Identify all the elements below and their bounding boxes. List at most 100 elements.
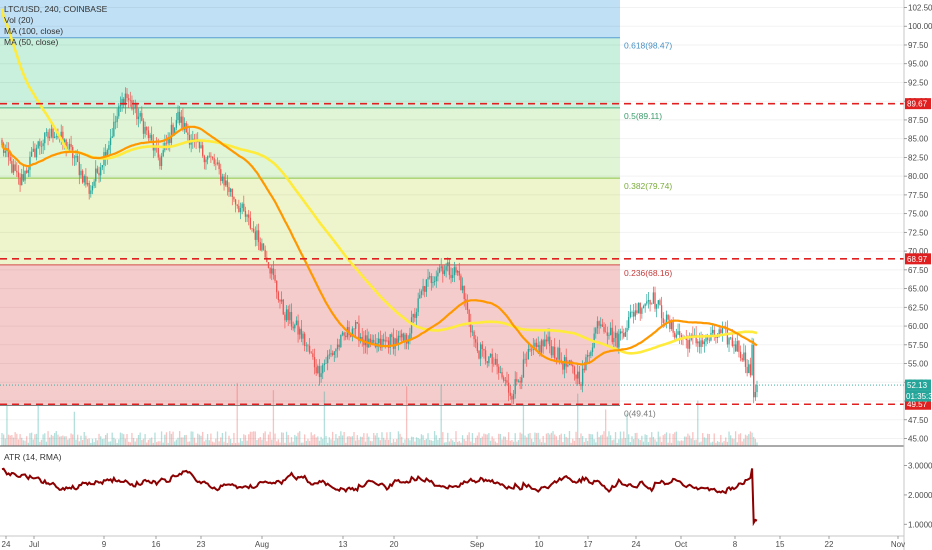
candle-189	[312, 349, 314, 360]
candle-85	[141, 106, 143, 122]
volume-bar-78	[129, 442, 131, 446]
candle-182	[300, 319, 303, 343]
candle-body-169	[279, 300, 281, 302]
candle-body-322	[530, 349, 533, 351]
volume-bar-34	[57, 434, 59, 446]
candle-body-113	[187, 132, 189, 135]
candle-14	[24, 170, 26, 184]
candle-body-381	[628, 317, 630, 329]
candle-204	[336, 338, 339, 358]
candle-body-207	[341, 332, 344, 335]
candle-451	[743, 343, 745, 362]
fib-zone-4	[0, 264, 620, 406]
candle-98	[162, 142, 164, 158]
price-tick-10: 77.50	[908, 191, 929, 200]
volume-bar-245	[404, 439, 406, 446]
volume-bar-253	[417, 438, 419, 446]
candle-294	[484, 346, 487, 365]
candle-163	[269, 267, 271, 279]
candle-54	[90, 185, 92, 198]
volume-bar-218	[359, 436, 362, 446]
volume-bar-172	[284, 442, 286, 446]
volume-bar-446	[734, 431, 737, 446]
candle-body-56	[93, 181, 95, 186]
candle-body-364	[600, 324, 602, 326]
volume-bar-238	[392, 439, 395, 446]
volume-bar-269	[443, 442, 446, 446]
candle-body-356	[586, 355, 589, 358]
candle-body-302	[498, 366, 500, 373]
candle-317	[522, 351, 525, 378]
volume-bar-349	[575, 431, 577, 446]
candle-body-171	[282, 299, 284, 315]
legend-ma50: MA (50, close)	[4, 37, 58, 47]
candle-314	[517, 379, 520, 383]
red-line-tag-text-0: 89.67	[907, 100, 928, 109]
candle-177	[292, 321, 294, 331]
volume-bar-230	[379, 440, 381, 446]
candle-body-406	[669, 319, 671, 330]
candle-141	[233, 196, 235, 202]
candle-208	[343, 331, 345, 341]
candle-239	[394, 337, 396, 357]
candle-body-106	[175, 120, 178, 128]
candle-307	[506, 371, 508, 386]
price-tags: 89.67 68.97 49.57 52.13 01:35:35	[0, 98, 932, 410]
candle-399	[657, 299, 659, 309]
candle-body-349	[575, 374, 577, 379]
candle-body-451	[743, 352, 745, 361]
volume-bar-103	[170, 433, 173, 446]
volume-bar-358	[590, 434, 592, 446]
candle-body-197	[325, 363, 327, 364]
volume-bar-222	[366, 433, 368, 446]
volume-bar-194	[320, 436, 322, 446]
volume-bar-296	[488, 433, 490, 446]
candle-body-136	[225, 180, 227, 186]
candle-body-244	[402, 333, 405, 341]
candle-body-20	[34, 148, 36, 158]
candle-body-237	[391, 334, 393, 338]
volume-bar-338	[557, 439, 559, 446]
candle-115	[190, 134, 192, 153]
candle-78	[129, 91, 131, 107]
candle-body-152	[251, 228, 253, 230]
volume-bar-382	[629, 442, 632, 446]
candle-body-80	[132, 108, 135, 110]
candle-224	[369, 334, 372, 348]
price-tick-7: 85.00	[908, 135, 929, 144]
volume-bar-423	[697, 400, 699, 446]
candle-body-304	[501, 372, 503, 378]
candle-232	[382, 333, 385, 347]
volume-bar-436	[718, 441, 720, 446]
candle-250	[412, 313, 414, 323]
volume-bar-419	[690, 438, 692, 446]
candle-body-4	[7, 148, 10, 158]
candle-body-64	[106, 149, 108, 159]
volume-bar-40	[67, 439, 69, 446]
volume-bar-87	[144, 434, 146, 446]
volume-bar-64	[106, 433, 108, 446]
volume-bar-179	[295, 436, 298, 446]
candle-body-391	[644, 303, 646, 307]
volume-bar-122	[202, 431, 204, 446]
candle-191	[315, 359, 317, 376]
volume-bar-190	[313, 434, 316, 446]
candle-455	[749, 357, 752, 378]
candle-body-348	[573, 366, 576, 375]
volume-bar-334	[550, 432, 553, 446]
volume-bar-260	[429, 439, 431, 446]
candle-363	[598, 320, 600, 334]
volume-bar-336	[554, 434, 556, 446]
volume-bar-264	[435, 435, 437, 446]
candle-165	[272, 260, 275, 280]
candle-130	[215, 159, 217, 171]
candle-148	[244, 206, 247, 223]
candle-body-336	[554, 346, 556, 359]
volume-bar-75	[124, 438, 127, 446]
candle-body-192	[317, 366, 319, 374]
candle-body-295	[486, 361, 488, 364]
candle-body-254	[419, 294, 421, 299]
candle-body-234	[386, 340, 388, 341]
candle-336	[554, 338, 556, 361]
candle-body-75	[124, 93, 127, 106]
